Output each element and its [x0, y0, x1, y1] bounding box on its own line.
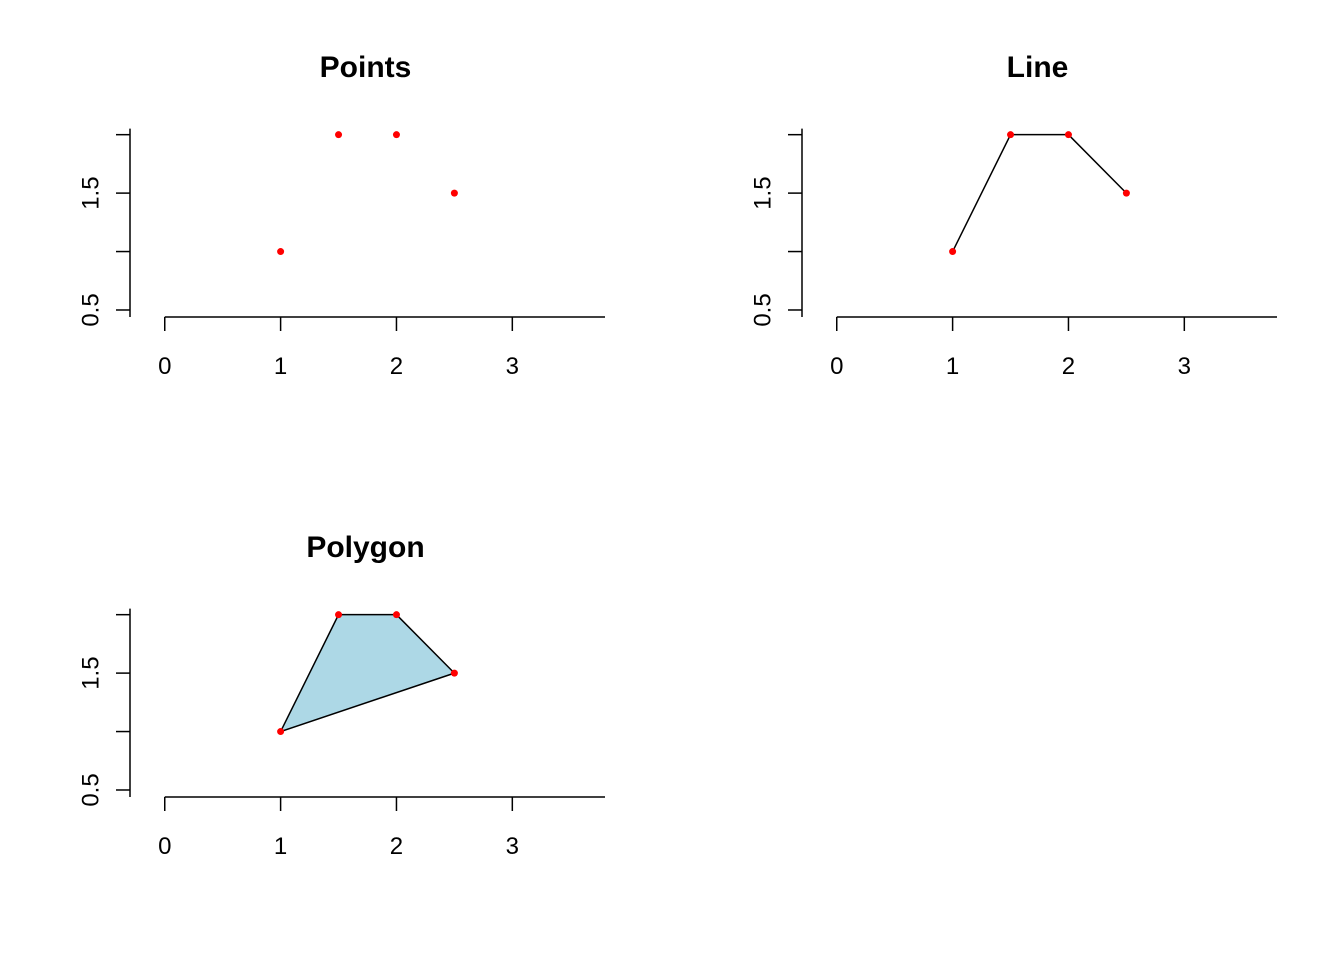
line-panel: Line 0 1 2 3 0.5 1.5: [749, 51, 1277, 380]
data-point: [1064, 131, 1072, 139]
polygon-shape: [279, 613, 456, 733]
data-point: [392, 131, 400, 139]
data-point: [1122, 189, 1130, 197]
data-point: [335, 611, 343, 619]
y-tick-label: 0.5: [77, 293, 104, 326]
data-point: [277, 248, 285, 256]
x-tick-label: 1: [274, 353, 287, 380]
data-point: [335, 131, 343, 139]
series-line: [951, 133, 1127, 252]
chart-title: Polygon: [306, 531, 424, 564]
x-tick-label: 2: [1062, 353, 1075, 380]
data-point: [392, 611, 400, 619]
data-point: [450, 189, 458, 197]
x-tick-label: 3: [506, 353, 519, 380]
x-tick-label: 0: [830, 353, 843, 380]
y-tick-label: 0.5: [749, 293, 776, 326]
x-tick-label: 0: [158, 353, 171, 380]
y-tick-label: 1.5: [749, 176, 776, 209]
data-point: [277, 728, 285, 736]
x-tick-label: 2: [390, 353, 403, 380]
data-point: [1007, 131, 1015, 139]
x-tick-label: 2: [390, 833, 403, 860]
x-tick-label: 1: [274, 833, 287, 860]
data-point: [450, 669, 458, 677]
x-tick-label: 1: [946, 353, 959, 380]
points-panel: Points 0 1 2 3 0.5 1.5: [77, 51, 605, 380]
chart-title: Points: [320, 51, 412, 84]
x-tick-label: 0: [158, 833, 171, 860]
y-tick-label: 1.5: [77, 176, 104, 209]
x-tick-label: 3: [1178, 353, 1191, 380]
data-point: [949, 248, 957, 256]
x-tick-label: 3: [506, 833, 519, 860]
chart-title: Line: [1007, 51, 1069, 84]
y-tick-label: 1.5: [77, 656, 104, 689]
polygon-panel: Polygon 0 1 2 3 0.5 1.5: [77, 531, 605, 860]
y-tick-label: 0.5: [77, 773, 104, 806]
